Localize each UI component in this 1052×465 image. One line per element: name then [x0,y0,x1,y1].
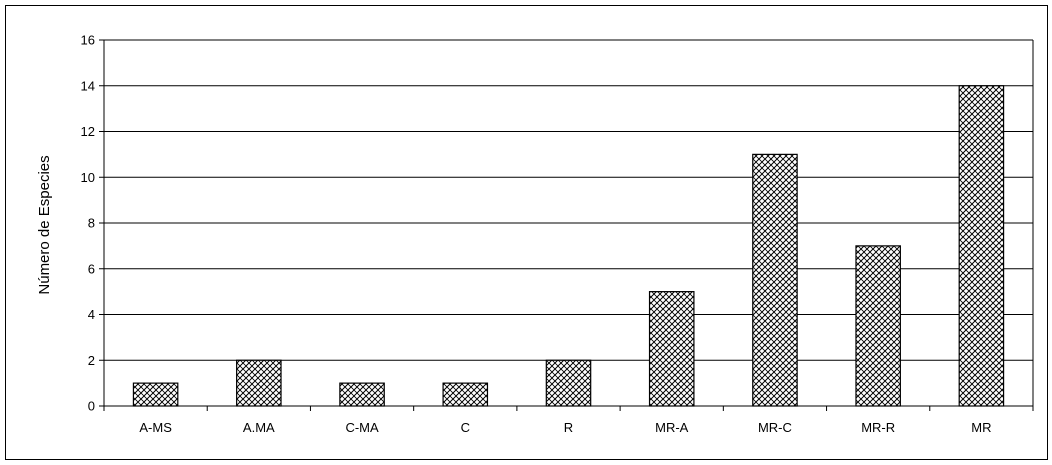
x-tick-label: MR-A [655,420,689,435]
y-tick-label: 6 [88,261,95,276]
bar-mr-c [752,153,798,407]
tick-labels: 0 2 4 6 8 10 12 14 16 A-MS A.MA C-MA C R MR-A MR-C MR-R M… [81,33,992,436]
x-tick-label: A.MA [243,420,275,435]
y-tick-label: 16 [81,33,95,48]
bar-a-ms [132,382,179,407]
x-tick-label: MR-R [861,420,895,435]
bar-mr [958,85,1005,407]
x-tick-label: C [461,420,470,435]
x-tick-label: R [564,420,573,435]
y-tick-label: 2 [88,353,95,368]
bar-c-ma [339,382,385,407]
y-tick-label: 0 [88,399,95,414]
x-tick-label: MR [971,420,991,435]
bar-a-ma [236,359,282,407]
x-tick-label: MR-C [758,420,792,435]
bar-r [545,359,592,407]
y-tick-label: 12 [81,124,95,139]
bar-mr-r [855,245,901,407]
y-tick-label: 10 [81,170,95,185]
y-tick-label: 8 [88,216,95,231]
y-tick-label: 14 [81,78,95,93]
x-tick-label: A-MS [139,420,172,435]
y-axis-title: Número de Especies [36,155,53,294]
bar-c [442,382,489,407]
y-tick-label: 4 [88,307,95,322]
bars [132,85,1005,407]
x-tick-label: C-MA [345,420,379,435]
bar-mr-a [648,291,695,407]
axes [99,39,1034,411]
